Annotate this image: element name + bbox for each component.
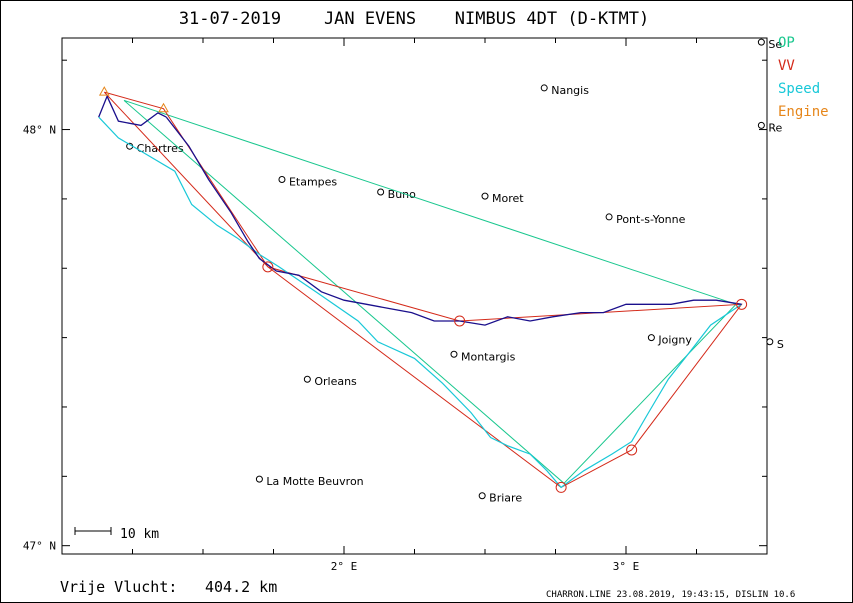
town-label: Pont-s-Yonne xyxy=(616,213,686,226)
towns-layer: Chartres Etampes Buno Moret Nangis Pont-s-Yon… xyxy=(126,38,784,505)
town-marker xyxy=(303,375,311,383)
town-marker xyxy=(757,121,765,129)
scale-bar-label: 10 km xyxy=(120,527,159,542)
legend: OP VV Speed Engine xyxy=(778,35,829,120)
town-marker xyxy=(450,350,458,358)
town-marker xyxy=(481,192,489,200)
town-marker xyxy=(605,213,613,221)
town-label: Chartres xyxy=(137,142,184,155)
vv-route xyxy=(103,91,743,488)
distance-value: 404.2 km xyxy=(205,578,277,596)
scale-bar: 10 km xyxy=(74,527,159,542)
footer-info: CHARRON.LINE 23.08.2019, 19:43:15, DISLI… xyxy=(546,590,795,600)
town-marker xyxy=(255,475,263,483)
turnpoint-marker xyxy=(555,481,567,493)
town-marker xyxy=(757,38,765,46)
distance-label: Vrije Vlucht: xyxy=(60,578,177,596)
town-label: Etampes xyxy=(289,175,337,188)
town-marker xyxy=(766,338,774,346)
axis-ticks: 48° N 47° N 2° E 3° E xyxy=(23,38,768,573)
town-marker xyxy=(647,334,655,342)
legend-speed: Speed xyxy=(778,81,820,97)
flight-track-start xyxy=(98,94,167,127)
speed-track xyxy=(98,116,742,489)
town-label: Briare xyxy=(489,492,522,505)
turnpoint-marker xyxy=(736,298,748,310)
town-label: Joigny xyxy=(657,334,692,347)
op-triangle xyxy=(123,99,737,484)
town-marker xyxy=(377,188,385,196)
town-label: Buno xyxy=(388,188,416,201)
lon-tick-label: 2° E xyxy=(331,560,358,573)
turnpoint-marker xyxy=(454,315,466,327)
town-marker xyxy=(278,175,286,183)
title-glider: NIMBUS 4DT (D-KTMT) xyxy=(455,9,649,29)
turnpoint-marker xyxy=(262,261,274,273)
town-label: Re xyxy=(768,121,782,134)
town-label: S xyxy=(777,338,784,351)
town-label: Nangis xyxy=(551,84,589,97)
town-label: Moret xyxy=(492,192,524,205)
town-label: Se xyxy=(768,38,782,51)
lat-tick-label: 47° N xyxy=(23,540,56,553)
lon-tick-label: 3° E xyxy=(613,560,640,573)
town-label: Orleans xyxy=(314,375,357,388)
legend-op: OP xyxy=(778,35,795,51)
turnpoint-marker xyxy=(626,444,638,456)
lat-tick-label: 48° N xyxy=(23,124,56,137)
town-label: Montargis xyxy=(461,350,516,363)
town-marker xyxy=(540,84,548,92)
routes-layer xyxy=(98,86,748,493)
engine-marker xyxy=(158,102,169,113)
legend-vv: VV xyxy=(778,58,795,74)
title-pilot: JAN EVENS xyxy=(324,9,416,29)
town-label: La Motte Beuvron xyxy=(266,475,363,488)
flight-track xyxy=(165,116,742,326)
town-marker xyxy=(478,492,486,500)
title-date: 31-07-2019 xyxy=(179,9,281,29)
engine-marker xyxy=(98,86,110,96)
legend-engine: Engine xyxy=(778,104,829,120)
